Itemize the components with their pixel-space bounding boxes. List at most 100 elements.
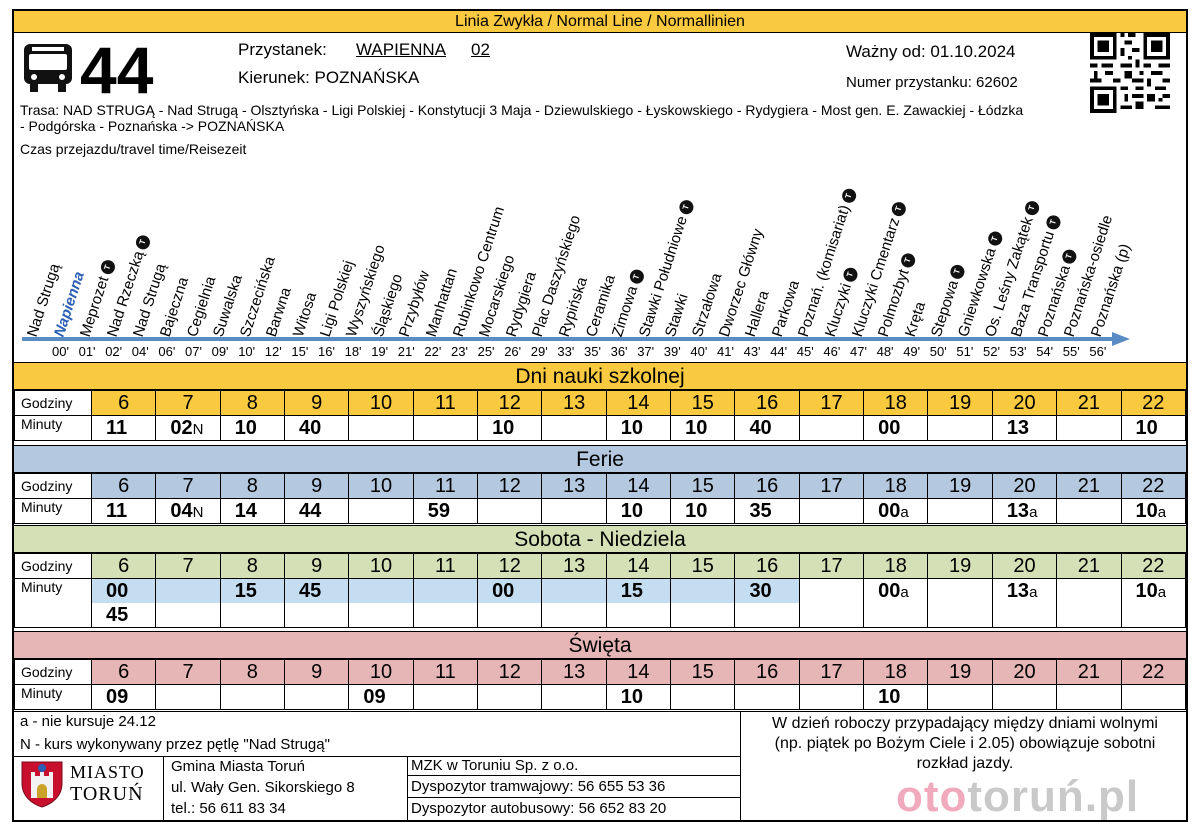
departure-minute: 44 xyxy=(299,499,322,522)
hour-cell: 13 xyxy=(541,659,607,685)
note-n: N - kurs wykonywany przez pętlę "Nad Str… xyxy=(20,736,330,753)
minute-cell xyxy=(927,578,993,603)
hour-cell: 11 xyxy=(412,473,479,499)
hour-cell: 20 xyxy=(991,473,1058,499)
stop-number: Numer przystanku: 62602 xyxy=(846,74,1018,91)
minute-cell xyxy=(1056,415,1122,441)
stop-travel-time: 49' xyxy=(903,344,921,359)
travel-time-label: Czas przejazdu/travel time/Reisezeit xyxy=(20,141,247,157)
qr-code-icon xyxy=(1090,33,1170,113)
minutes-label: Minuty xyxy=(14,578,92,628)
stop-travel-time: 22' xyxy=(424,344,442,359)
torun-coat-of-arms-icon xyxy=(21,761,63,808)
stop-travel-time: 23' xyxy=(451,344,468,359)
hour-cell: 21 xyxy=(1056,553,1122,579)
hour-cell: 22 xyxy=(1120,473,1186,499)
stop-label: Przystanek: xyxy=(238,40,327,59)
departure-minute: 13 xyxy=(1006,579,1030,602)
departure-minute: 15 xyxy=(620,579,643,602)
minute-cell xyxy=(1056,498,1122,524)
hour-cell: 11 xyxy=(412,553,479,579)
hour-cell: 8 xyxy=(219,553,286,579)
departure-minute: 02 xyxy=(170,416,193,439)
departure-minute: 45 xyxy=(106,603,129,626)
minute-cell: 00a xyxy=(863,578,929,603)
hour-cell: 19 xyxy=(927,473,993,499)
minute-cell xyxy=(798,498,865,524)
hour-cell: 16 xyxy=(734,390,800,416)
stop-travel-time: 46' xyxy=(823,344,841,359)
hour-cell: 22 xyxy=(1120,390,1186,416)
valid-from: Ważny od: 01.10.2024 xyxy=(846,42,1016,61)
hour-cell: 8 xyxy=(219,473,286,499)
hour-cell: 18 xyxy=(863,473,929,499)
stop-travel-time: 52' xyxy=(983,344,1000,359)
minute-cell xyxy=(219,684,286,710)
minute-cell: 10 xyxy=(605,415,672,441)
hour-cell: 12 xyxy=(477,473,543,499)
hour-cell: 22 xyxy=(1120,553,1186,579)
hour-cell: 13 xyxy=(541,553,607,579)
minute-cell xyxy=(541,498,607,524)
tram-dispatcher: Dyspozytor tramwajowy: 56 655 53 36 xyxy=(411,778,666,795)
minute-cell: 44 xyxy=(284,498,350,524)
stop-travel-time: 41' xyxy=(717,344,734,359)
minute-cell xyxy=(798,603,865,628)
hour-cell: 6 xyxy=(90,659,157,685)
bus-icon xyxy=(24,44,72,92)
hour-cell: 9 xyxy=(284,390,350,416)
hour-cell: 12 xyxy=(477,390,543,416)
hour-cell: 6 xyxy=(90,390,157,416)
hour-cell: 19 xyxy=(927,390,993,416)
hour-cell: 6 xyxy=(90,473,157,499)
hour-cell: 17 xyxy=(798,390,865,416)
hours-label: Godziny xyxy=(14,390,92,416)
minute-cell xyxy=(412,684,479,710)
schedule-section: Dni nauki szkolnej Godziny 6 7 8 9 10 11 12 13 14 1… xyxy=(14,362,1186,441)
minute-cell: 45 xyxy=(90,603,157,628)
stop-travel-time: 00' xyxy=(52,344,69,359)
stop-travel-time: 39' xyxy=(663,344,681,359)
stop-travel-time: 53' xyxy=(1009,344,1027,359)
stop-travel-time: 25' xyxy=(477,344,495,359)
stop-travel-time: 02' xyxy=(105,344,123,359)
minute-cell: 10a xyxy=(1120,498,1186,524)
stop-travel-time: 21' xyxy=(397,344,415,359)
hours-label: Godziny xyxy=(14,553,92,579)
departure-note-marker: a xyxy=(1157,503,1167,521)
minute-cell xyxy=(798,415,865,441)
hour-cell: 16 xyxy=(734,473,800,499)
minute-cell xyxy=(734,684,800,710)
city-name-line2: TORUŃ xyxy=(70,783,144,805)
minute-cell xyxy=(991,684,1058,710)
departure-minute: 11 xyxy=(106,499,128,522)
minute-cell: 10 xyxy=(670,498,736,524)
schedule-title: Dni nauki szkolnej xyxy=(14,362,1186,390)
hour-cell: 16 xyxy=(734,553,800,579)
stop-travel-time: 47' xyxy=(850,344,867,359)
direction: Kierunek: POZNAŃSKA xyxy=(238,68,420,87)
minute-cell xyxy=(605,603,672,628)
tram-connection-icon: T xyxy=(889,200,908,218)
minute-cell xyxy=(670,578,736,603)
minute-cell: 10 xyxy=(477,415,543,441)
hour-cell: 14 xyxy=(605,659,672,685)
minute-cell xyxy=(155,603,221,628)
minute-cell: 11 xyxy=(90,498,157,524)
note-a: a - nie kursuje 24.12 xyxy=(20,713,156,730)
departure-minute: 40 xyxy=(299,416,322,439)
hour-cell: 15 xyxy=(670,553,736,579)
schedule-title: Sobota - Niedziela xyxy=(14,525,1186,553)
hours-row: Godziny 6 7 8 9 10 11 12 13 14 15 16 17 18 19 20 21 22 xyxy=(14,390,1186,416)
minute-cell xyxy=(734,603,800,628)
hour-cell: 19 xyxy=(927,553,993,579)
minute-cell: 35 xyxy=(734,498,800,524)
minute-cell xyxy=(927,498,993,524)
minute-cell xyxy=(798,578,865,603)
stop-travel-time: 01' xyxy=(78,344,96,359)
departure-minute: 09 xyxy=(106,685,129,708)
departure-minute: 13 xyxy=(1006,499,1030,522)
stop-travel-time: 40' xyxy=(690,344,708,359)
minute-cell xyxy=(155,684,221,710)
minute-cell: 45 xyxy=(284,578,350,603)
